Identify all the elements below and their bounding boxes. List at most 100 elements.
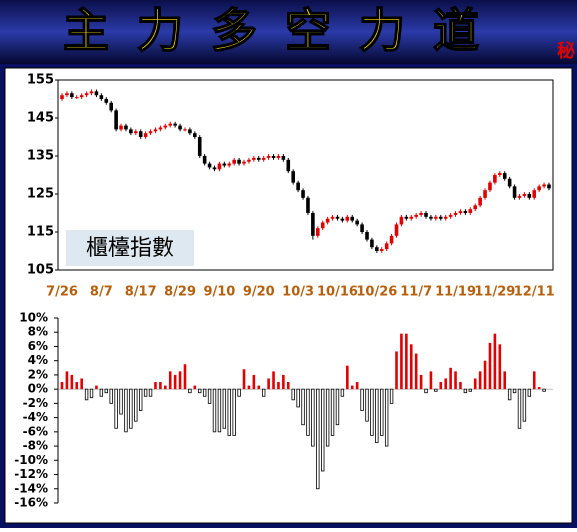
bar [301,388,305,426]
bar [478,371,482,390]
bar [346,365,349,390]
bar [434,388,438,392]
candle-body [247,159,251,162]
bar [355,382,359,390]
bar [370,388,374,436]
bar [414,353,418,390]
bar [247,385,251,390]
candle-body [473,205,478,210]
candle-body [325,218,330,223]
bar [178,371,182,390]
bar [360,388,364,411]
candle-body [537,186,541,191]
candle-body [547,184,551,189]
bar [193,385,197,390]
bar [468,388,472,392]
bar [389,388,394,404]
candle-body [409,216,414,219]
bar [104,388,108,394]
candle-body [286,159,291,172]
bar [114,388,118,429]
candle-body [168,123,173,126]
bar [473,378,477,390]
bar [311,388,315,447]
bar [493,333,497,390]
candle-body [104,99,109,103]
y-tick-label: -8% [23,439,48,453]
candle-body [178,125,182,130]
bar [84,388,89,401]
bar [99,388,104,397]
bar [242,369,246,390]
candle-body [502,173,507,179]
annotation-box [66,230,194,266]
header-badge: 秘 [557,40,575,62]
x-tick-label: 9/10 [203,285,235,300]
bar [272,371,275,390]
bar [459,382,462,390]
candle-body [114,110,118,130]
bar [296,388,300,408]
bar [375,388,379,443]
bar [139,388,143,411]
candle-body [355,220,359,225]
candle-body [256,157,261,160]
bar [222,388,227,429]
y-tick-label: -6% [23,424,48,438]
candle-body [65,93,69,96]
candle-body [335,216,340,219]
bar [286,382,290,390]
bar [89,388,94,399]
y-tick-label: 125 [27,187,54,202]
bar [75,382,79,390]
candle-body [138,131,143,137]
bar [537,387,541,390]
bar [207,388,212,404]
candle-body [512,186,517,198]
candle-body [237,159,241,164]
bar [164,385,167,390]
y-tick-label: 10% [19,311,48,325]
candle-body [158,127,163,130]
candle-body [183,129,187,131]
bar [517,388,522,429]
bar [449,367,452,390]
candle-body [301,190,305,198]
bar [498,344,502,390]
candle-body [370,239,374,248]
candle-body [94,91,99,96]
candle-body [217,163,222,170]
candle-body [340,218,345,221]
bar [227,388,231,436]
annotation: 櫃檯指數 [86,236,174,261]
candle-body [438,216,443,219]
candle-body [70,93,74,98]
candle-body [483,190,487,198]
header-title: 主力多空力道 [63,4,507,58]
x-tick-label: 8/7 [90,285,113,300]
candle-body [188,129,192,134]
candle-body [414,214,418,217]
bar [212,388,217,433]
candle-body [133,131,138,134]
candle-body [163,125,168,128]
bar [129,388,133,429]
panel [4,67,573,524]
candle-body [153,129,158,132]
x-tick-label: 8/29 [164,285,196,300]
candle-body [281,156,286,160]
bar [257,385,261,390]
x-tick-label: 10/26 [356,285,397,300]
bar [60,382,64,390]
candle-body [320,222,325,229]
candle-body [468,209,473,213]
candle-body [419,213,423,215]
bar [291,388,295,401]
bar [134,388,138,422]
y-tick-label: 105 [27,263,54,278]
bar [202,388,207,397]
y-tick-label: -14% [14,481,48,495]
candle-body [148,131,153,134]
candle-body [365,232,369,240]
candle-body [315,228,320,236]
